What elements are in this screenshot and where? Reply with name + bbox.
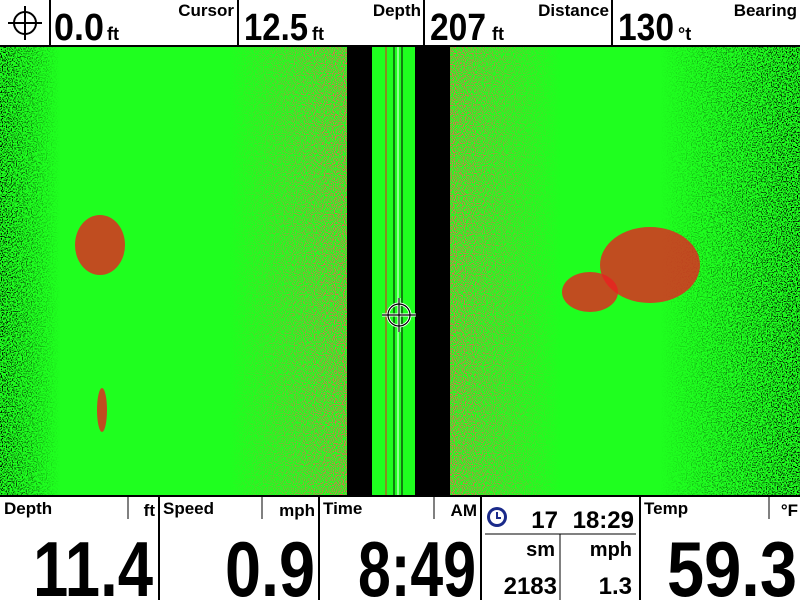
bearing-label: Bearing	[734, 1, 797, 20]
clock-icon	[487, 507, 507, 527]
trip-distance: 2183	[504, 573, 557, 600]
depth-value: 11.4	[33, 525, 153, 600]
distance-value: 207	[430, 7, 486, 49]
time-unit: AM	[451, 501, 477, 520]
temp-unit: °F	[781, 501, 798, 520]
depth-label: Depth	[4, 499, 52, 518]
cursor-value: 0.0	[54, 7, 104, 49]
distance-label: Distance	[538, 1, 609, 20]
cursor-label: Cursor	[178, 1, 234, 20]
sonar-image	[0, 47, 800, 496]
speed-value: 0.9	[225, 525, 315, 600]
speed-label: Speed	[163, 499, 214, 518]
top-bar: 0.0 ft Cursor 12.5 ft Depth 207 ft Dista…	[0, 0, 800, 49]
trip-count: 17	[531, 507, 558, 534]
depth-value: 12.5	[244, 7, 308, 49]
bottom-bar: Depth ft 11.4 Speed mph 0.9 Time AM 8:49…	[0, 495, 800, 600]
depth-unit: ft	[312, 24, 324, 44]
temp-value: 59.3	[667, 525, 797, 600]
cursor-unit: ft	[107, 24, 119, 44]
trip-elapsed: 18:29	[573, 507, 634, 534]
distance-unit: ft	[492, 24, 504, 44]
speed-unit: mph	[279, 501, 315, 520]
bearing-value: 130	[618, 7, 674, 49]
cursor-crosshair	[382, 298, 416, 332]
speed-unit: mph	[590, 539, 632, 561]
time-value: 8:49	[358, 525, 476, 600]
bearing-unit: °t	[678, 24, 691, 44]
depth-unit: ft	[144, 501, 156, 520]
crosshair-icon	[8, 6, 42, 40]
trip-speed: 1.3	[599, 573, 632, 600]
depth-label: Depth	[373, 1, 421, 20]
temp-label: Temp	[644, 499, 688, 518]
time-label: Time	[323, 499, 362, 518]
distance-unit: sm	[526, 539, 555, 561]
